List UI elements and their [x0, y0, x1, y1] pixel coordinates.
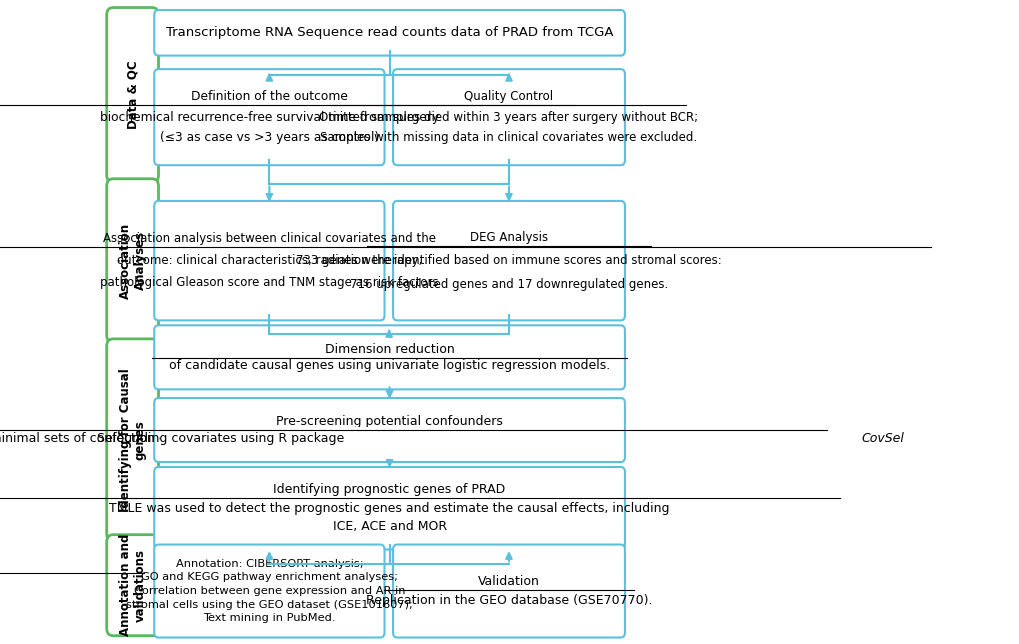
Text: Replication in the GEO database (GSE70770).: Replication in the GEO database (GSE7077… [366, 594, 651, 607]
Text: Annotation: CIBERSORT analysis;: Annotation: CIBERSORT analysis; [175, 559, 363, 569]
Text: TMLE was used to detect the prognostic genes and estimate the causal effects, in: TMLE was used to detect the prognostic g… [109, 502, 669, 515]
FancyBboxPatch shape [154, 201, 384, 320]
Text: Correlation between gene expression and AR in: Correlation between gene expression and … [133, 586, 405, 596]
FancyBboxPatch shape [107, 535, 158, 636]
Text: biochemical recurrence-free survival time from surgery: biochemical recurrence-free survival tim… [100, 111, 438, 124]
Text: Selection of the minimal sets of confounding covariates using R package: Selection of the minimal sets of confoun… [0, 432, 348, 445]
Text: Quality Control: Quality Control [464, 90, 553, 103]
FancyBboxPatch shape [154, 467, 625, 549]
Text: of candidate causal genes using univariate logistic regression models.: of candidate causal genes using univaria… [169, 359, 609, 372]
Text: 733 genes were identified based on immune scores and stromal scores:: 733 genes were identified based on immun… [296, 254, 721, 267]
Text: Text mining in PubMed.: Text mining in PubMed. [203, 613, 335, 623]
Text: Association
Analyses: Association Analyses [118, 223, 147, 299]
Text: Validation: Validation [478, 575, 539, 589]
Text: (≤3 as case vs >3 years as control): (≤3 as case vs >3 years as control) [160, 131, 379, 144]
FancyBboxPatch shape [154, 325, 625, 390]
FancyBboxPatch shape [107, 339, 158, 542]
Text: Identifying prognostic genes of PRAD: Identifying prognostic genes of PRAD [273, 483, 505, 497]
Text: Identifying for Causal
genes: Identifying for Causal genes [118, 368, 147, 512]
FancyBboxPatch shape [392, 201, 625, 320]
Text: stromal cells using the GEO dataset (GSE101607);: stromal cells using the GEO dataset (GSE… [125, 600, 413, 610]
FancyBboxPatch shape [154, 69, 384, 166]
Text: Samples with missing data in clinical covariates were excluded.: Samples with missing data in clinical co… [320, 131, 697, 144]
Text: Annotation and
validations: Annotation and validations [118, 534, 147, 636]
FancyBboxPatch shape [107, 8, 158, 182]
FancyBboxPatch shape [107, 179, 158, 343]
Text: GO and KEGG pathway enrichment analyses;: GO and KEGG pathway enrichment analyses; [141, 573, 397, 582]
Text: Omitted samples died within 3 years after surgery without BCR;: Omitted samples died within 3 years afte… [319, 111, 698, 124]
Text: 716 upregulated genes and 17 downregulated genes.: 716 upregulated genes and 17 downregulat… [350, 278, 667, 290]
Text: Selection of the minimal sets of confounding covariates using R package CovSel: Selection of the minimal sets of confoun… [97, 432, 601, 445]
FancyBboxPatch shape [392, 545, 625, 638]
Text: Association analysis between clinical covariates and the: Association analysis between clinical co… [103, 232, 435, 245]
Text: Definition of the outcome: Definition of the outcome [191, 90, 347, 103]
Text: outcome: clinical characteristics, radiation therapy,: outcome: clinical characteristics, radia… [116, 254, 422, 267]
Text: DEG Analysis: DEG Analysis [470, 231, 547, 243]
Text: Pre-screening potential confounders: Pre-screening potential confounders [276, 415, 502, 428]
Text: Transcriptome RNA Sequence read counts data of PRAD from TCGA: Transcriptome RNA Sequence read counts d… [166, 26, 612, 39]
Text: CovSel: CovSel [861, 432, 904, 445]
Text: pathological Gleason score and TNM stage as risk factors: pathological Gleason score and TNM stage… [100, 276, 438, 289]
FancyBboxPatch shape [154, 545, 384, 638]
Text: Dimension reduction: Dimension reduction [324, 343, 454, 355]
FancyBboxPatch shape [160, 427, 619, 450]
Text: ICE, ACE and MOR: ICE, ACE and MOR [332, 520, 446, 533]
FancyBboxPatch shape [154, 10, 625, 55]
FancyBboxPatch shape [392, 69, 625, 166]
Text: Data & QC: Data & QC [126, 61, 139, 129]
FancyBboxPatch shape [154, 398, 625, 462]
